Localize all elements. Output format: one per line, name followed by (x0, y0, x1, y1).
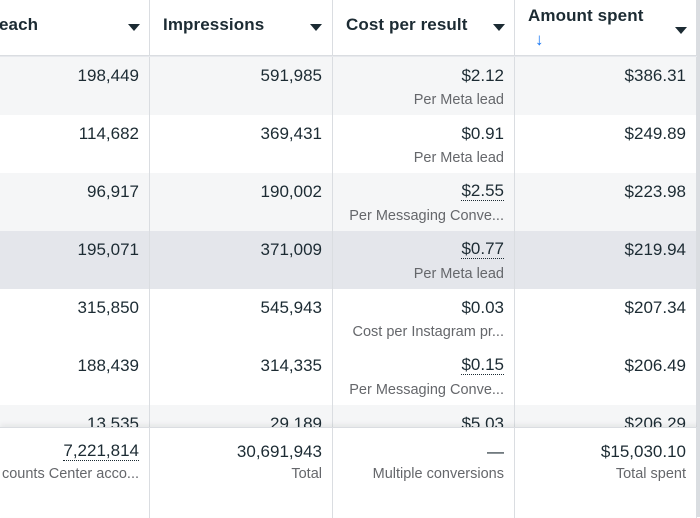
result-type-label: Per Messaging Conve... (349, 208, 504, 224)
impressions-value: 29,189 (270, 414, 322, 427)
reach-value: 315,850 (77, 298, 139, 317)
column-header-label: each (0, 15, 39, 34)
impressions-value: 190,002 (260, 182, 322, 201)
column-header-cost-per-result[interactable]: Cost per result (333, 0, 515, 56)
table-right-border (697, 0, 700, 517)
caret-down-icon[interactable] (128, 24, 140, 31)
cost-per-result-value: $0.03 (461, 298, 504, 317)
reach-value: 96,917 (87, 182, 139, 201)
total-reach-label: counts Center acco... (1, 466, 139, 482)
cost-per-result-value: $5.03 (461, 414, 504, 427)
reach-value: 198,449 (77, 66, 139, 85)
cost-per-result-value: $2.12 (461, 66, 504, 85)
table-row[interactable]: 114,682 369,431 $0.91 Per Meta lead $249… (0, 115, 700, 173)
column-header-impressions[interactable]: Impressions (150, 0, 333, 56)
cost-per-result-value: $0.91 (461, 124, 504, 143)
total-cost-value: — (487, 442, 504, 461)
impressions-value: 371,009 (260, 240, 322, 259)
amount-spent-value: $207.34 (624, 298, 686, 317)
impressions-value: 591,985 (260, 66, 322, 85)
table-row[interactable]: 315,850 545,943 $0.03 Cost per Instagram… (0, 289, 700, 347)
totals-row: 7,221,814 counts Center acco... 30,691,9… (0, 427, 700, 518)
table-body: 198,449 591,985 $2.12 Per Meta lead $386… (0, 57, 700, 427)
total-amount-spent-value: $15,030.10 (600, 442, 686, 461)
reach-value: 114,682 (78, 124, 139, 143)
column-header-label: Cost per result (346, 15, 468, 34)
table-header: each Impressions Cost per result Amount … (0, 0, 700, 56)
result-type-label: Per Messaging Conve... (349, 382, 504, 398)
total-cost-label: Multiple conversions (372, 466, 504, 482)
cost-per-result-value[interactable]: $0.77 (461, 239, 504, 259)
caret-down-icon[interactable] (493, 24, 505, 31)
column-header-reach[interactable]: each (0, 0, 150, 56)
total-amount-spent-label: Total spent (615, 466, 686, 482)
caret-down-icon[interactable] (310, 24, 322, 31)
result-type-label: Cost per Instagram pr... (352, 324, 504, 340)
impressions-value: 545,943 (260, 298, 322, 317)
total-impressions-label: Total (291, 466, 322, 482)
column-header-label: Impressions (163, 15, 265, 34)
table-row[interactable]: 13,535 29,189 $5.03 $206.29 (0, 405, 700, 427)
result-type-label: Per Meta lead (413, 266, 504, 282)
reach-value: 195,071 (77, 240, 139, 259)
total-impressions-value: 30,691,943 (236, 442, 322, 461)
amount-spent-value: $249.89 (624, 124, 686, 143)
table-row[interactable]: 188,439 314,335 $0.15 Per Messaging Conv… (0, 347, 700, 405)
impressions-value: 369,431 (260, 124, 322, 143)
amount-spent-value: $206.49 (624, 356, 686, 375)
table-row[interactable]: 198,449 591,985 $2.12 Per Meta lead $386… (0, 57, 700, 115)
amount-spent-value: $386.31 (624, 66, 686, 85)
column-header-label: Amount spent (528, 6, 644, 25)
total-reach-value[interactable]: 7,221,814 (63, 441, 139, 461)
impressions-value: 314,335 (260, 356, 322, 375)
cost-per-result-value[interactable]: $0.15 (461, 355, 504, 375)
reach-value: 13,535 (87, 414, 139, 427)
arrow-down-icon[interactable]: ↓ (535, 30, 544, 49)
result-type-label: Per Meta lead (413, 150, 504, 166)
cost-per-result-value[interactable]: $2.55 (461, 181, 504, 201)
table-row[interactable]: 195,071 371,009 $0.77 Per Meta lead $219… (0, 231, 700, 289)
amount-spent-value: $219.94 (624, 240, 686, 259)
amount-spent-value: $223.98 (624, 182, 686, 201)
reach-value: 188,439 (77, 356, 139, 375)
column-header-amount-spent[interactable]: Amount spent ↓ (515, 0, 697, 56)
table-row[interactable]: 96,917 190,002 $2.55 Per Messaging Conve… (0, 173, 700, 231)
caret-down-icon[interactable] (675, 27, 687, 34)
result-type-label: Per Meta lead (413, 92, 504, 108)
amount-spent-value: $206.29 (624, 414, 686, 427)
